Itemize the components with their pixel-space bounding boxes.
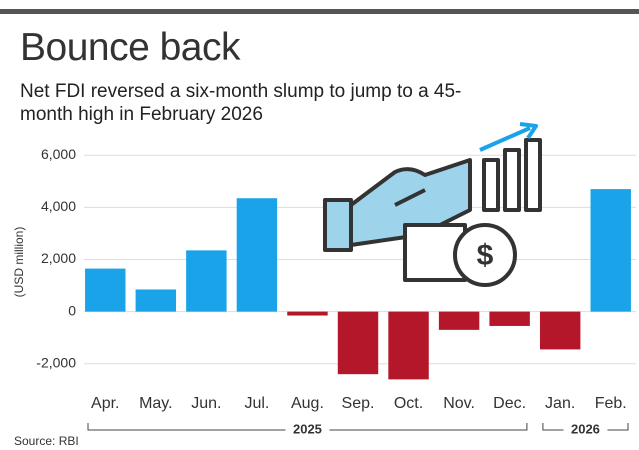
year-label: 2026 <box>571 421 600 436</box>
plot: -2,000 0 2,000 4,000 6,000 Apr. May. Jun. Jul. Au… <box>36 146 636 437</box>
x-tick-label: Jan. <box>545 395 575 412</box>
bar <box>388 312 428 380</box>
icon: $ <box>325 124 540 285</box>
x-tick-label: Jul. <box>244 395 269 412</box>
y-tick-label: -2,000 <box>36 354 76 370</box>
year-label: 2025 <box>293 421 322 436</box>
x-tick-label: Jun. <box>191 395 221 412</box>
bar <box>287 312 327 316</box>
bar <box>540 312 580 350</box>
bar <box>439 312 479 330</box>
page: Bounce back Net FDI reversed a six-month… <box>0 0 639 450</box>
y-tick-label: 4,000 <box>41 198 76 214</box>
bar <box>85 269 125 312</box>
x-tick-label: Apr. <box>91 395 119 412</box>
x-tick-label: Nov. <box>443 395 475 412</box>
x-tick-label: Dec. <box>493 395 526 412</box>
svg-text:$: $ <box>477 239 494 272</box>
x-tick-label: May. <box>139 395 172 412</box>
y-tick-label: 2,000 <box>41 250 76 266</box>
y-axis-label: (USD million) <box>12 227 26 298</box>
bar <box>136 289 176 311</box>
y-tick-label: 0 <box>68 302 76 318</box>
bar <box>489 312 529 326</box>
x-tick-label: Aug. <box>291 395 324 412</box>
x-tick-label: Sep. <box>342 395 375 412</box>
bar <box>338 312 378 375</box>
bar <box>186 250 226 311</box>
x-tick-label: Oct. <box>394 395 423 412</box>
bar <box>591 189 631 312</box>
source: Source: RBI <box>14 434 79 448</box>
chart: (USD million) Source: RBI -2,000 0 2,000 4,… <box>0 0 639 450</box>
x-tick-label: Feb. <box>595 395 627 412</box>
bar <box>237 198 277 311</box>
y-tick-label: 6,000 <box>41 146 76 162</box>
